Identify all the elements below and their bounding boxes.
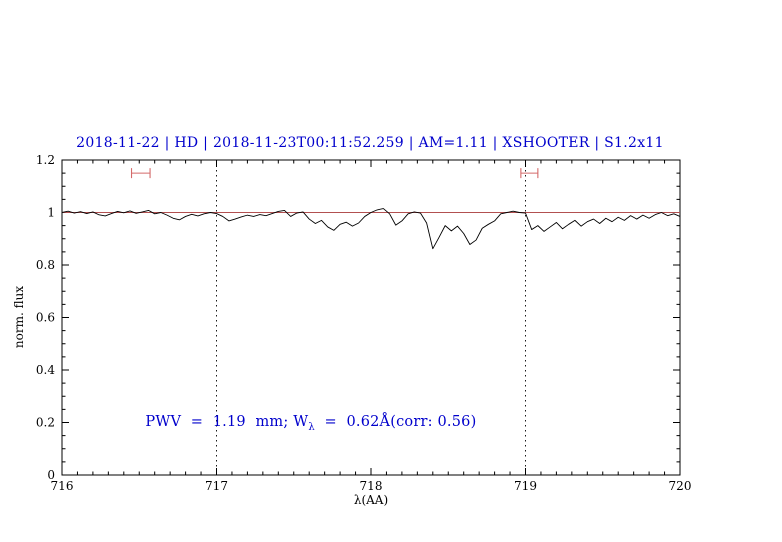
x-tick-label: 716 — [51, 479, 74, 493]
y-tick-label: 1 — [47, 206, 55, 220]
pwv-annotation: PWV = 1.19 mm; Wλ = 0.62Å(corr: 0.56) — [145, 414, 476, 433]
spectrum-line — [61, 208, 681, 250]
x-tick-label: 720 — [669, 479, 692, 493]
y-tick-label: 0.4 — [36, 363, 55, 377]
y-tick-label: 0.8 — [36, 258, 55, 272]
y-tick-label: 1.2 — [36, 153, 55, 167]
x-tick-label: 719 — [514, 479, 537, 493]
y-tick-label: 0 — [47, 468, 55, 482]
x-tick-label: 718 — [360, 479, 383, 493]
pwv-annotation-lambda-sub: λ — [308, 421, 315, 433]
pwv-annotation-prefix: PWV = 1.19 mm; W — [145, 413, 309, 430]
x-axis-label: λ(AA) — [353, 493, 389, 507]
x-tick-label: 717 — [205, 479, 228, 493]
pwv-annotation-suffix: = 0.62Å(corr: 0.56) — [314, 413, 477, 430]
y-tick-label: 0.6 — [36, 311, 55, 325]
y-tick-label: 0.2 — [36, 416, 55, 430]
plot-title: 2018-11-22 | HD | 2018-11-23T00:11:52.25… — [76, 135, 664, 151]
